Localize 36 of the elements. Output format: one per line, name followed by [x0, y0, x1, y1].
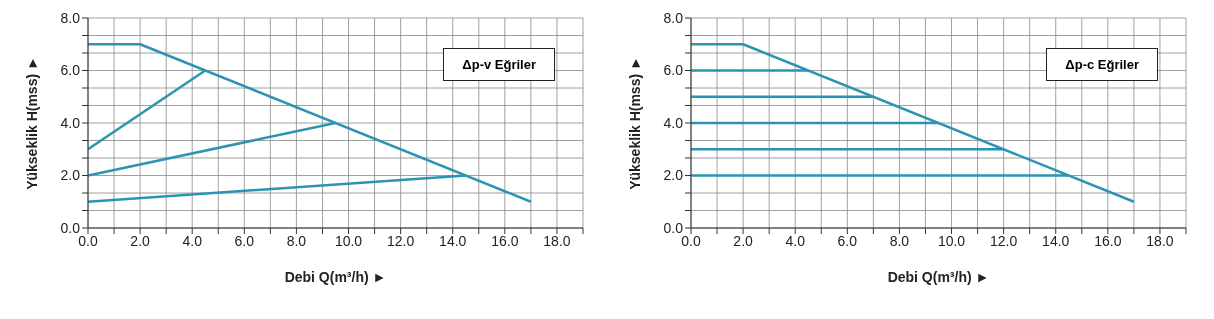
- x-tick-label: 14.0: [1042, 232, 1070, 249]
- y-tick-label: 0.0: [663, 219, 684, 236]
- x-tick-label: 6.0: [837, 232, 858, 249]
- x-tick-label: 16.0: [491, 232, 519, 249]
- y-tick-label: 4.0: [60, 114, 81, 131]
- x-axis-title: Debi Q(m³/h) ►: [887, 269, 990, 285]
- x-tick-label: 8.0: [286, 232, 307, 249]
- x-tick-label: 6.0: [234, 232, 255, 249]
- x-tick-label: 18.0: [1146, 232, 1174, 249]
- x-tick-label: 2.0: [130, 232, 151, 249]
- x-tick-label: 16.0: [1094, 232, 1122, 249]
- y-tick-label: 6.0: [663, 62, 684, 79]
- x-tick-label: 10.0: [937, 232, 966, 249]
- y-axis-title: Yükseklik H(mss) ►: [23, 56, 40, 190]
- x-tick-label: 14.0: [439, 232, 467, 249]
- x-tick-label: 4.0: [785, 232, 806, 249]
- x-tick-label: 10.0: [334, 232, 363, 249]
- x-tick-label: 12.0: [990, 232, 1018, 249]
- y-tick-label: 4.0: [663, 114, 684, 131]
- y-tick-label: 0.0: [60, 219, 81, 236]
- x-tick-label: 18.0: [543, 232, 571, 249]
- x-tick-label: 2.0: [733, 232, 754, 249]
- x-axis-title: Debi Q(m³/h) ►: [284, 269, 387, 285]
- x-tick-label: 4.0: [182, 232, 203, 249]
- y-tick-label: 2.0: [60, 167, 81, 184]
- x-tick-label: 0.0: [78, 232, 98, 249]
- annotation: Δp-c Eğriler: [1046, 48, 1158, 81]
- y-tick-label: 6.0: [60, 62, 81, 79]
- x-tick-label: 0.0: [681, 232, 701, 249]
- x-tick-label: 8.0: [889, 232, 910, 249]
- x-tick-label: 12.0: [387, 232, 415, 249]
- y-axis-title: Yükseklik H(mss) ►: [626, 56, 643, 190]
- y-tick-label: 2.0: [663, 167, 684, 184]
- y-tick-label: 8.0: [60, 9, 81, 26]
- annotation: Δp-v Eğriler: [443, 48, 555, 81]
- y-tick-label: 8.0: [663, 9, 684, 26]
